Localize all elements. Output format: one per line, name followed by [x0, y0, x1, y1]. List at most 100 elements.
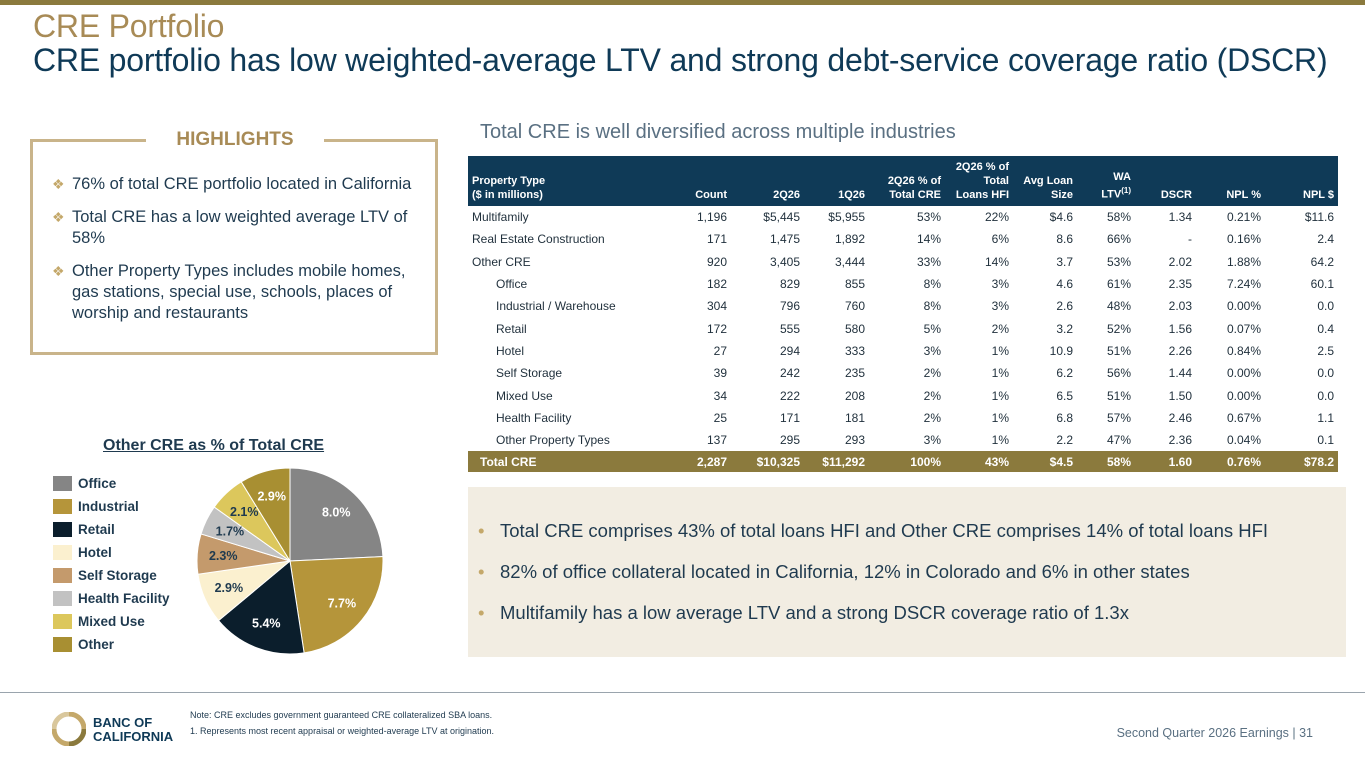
table-cell: 48%: [1106, 299, 1131, 314]
table-cell: $10,325: [731, 451, 804, 473]
table-cell: 0.00%: [1226, 366, 1261, 381]
legend-item: Industrial: [53, 495, 170, 518]
row-label: Other CRE: [472, 254, 531, 269]
table-cell: 51%: [1106, 388, 1131, 403]
table-cell: 1.60: [1135, 451, 1196, 473]
table-cell: 2.02: [1168, 254, 1192, 269]
table-cell: 53%: [916, 210, 941, 225]
table-cell: 760: [844, 299, 865, 314]
table-cell: 1,196: [696, 210, 727, 225]
highlight-item: ❖ 76% of total CRE portfolio located in C…: [52, 175, 412, 193]
pie-slice: [217, 560, 305, 655]
table-cell: 304: [706, 299, 727, 314]
table-row: Mixed Use 34 222 208 2% 1% 6.5 51% 1.50 0.00% 0.0: [468, 384, 1338, 406]
row-label: Self Storage: [496, 366, 563, 381]
table-header-row: Property Type ($ in millions) Count 2Q26 …: [468, 156, 1338, 206]
table-cell: 6%: [991, 232, 1009, 247]
table-cell: 3,444: [834, 254, 865, 269]
table-cell: 66%: [1106, 232, 1131, 247]
table-cell: 1.88%: [1226, 254, 1261, 269]
col-npl-pct: NPL %: [1196, 156, 1265, 206]
table-cell: 208: [844, 388, 865, 403]
table-cell: 1,475: [769, 232, 800, 247]
pie-chart: 8.0%7.7%5.4%2.9%2.3%1.7%2.1%2.9%: [196, 467, 384, 655]
legend-swatch: [53, 522, 72, 537]
col-npl-dollar: NPL $: [1265, 156, 1338, 206]
table-cell: $5,955: [828, 210, 865, 225]
table-cell: 235: [844, 366, 865, 381]
table-cell: 0.4: [1317, 321, 1334, 336]
table-cell: 0.21%: [1226, 210, 1261, 225]
table-row: Industrial / Warehouse 304 796 760 8% 3% 2.6 48…: [468, 295, 1338, 317]
table-cell: 181: [844, 410, 865, 425]
table-cell: 1%: [991, 343, 1009, 358]
table-row: Real Estate Construction 171 1,475 1,892 14%…: [468, 228, 1338, 250]
highlights-list: ❖ 76% of total CRE portfolio located in C…: [52, 174, 430, 336]
table-cell: 51%: [1106, 343, 1131, 358]
legend-label: Industrial: [78, 499, 139, 514]
table-cell: 1%: [991, 388, 1009, 403]
table-cell: 137: [706, 433, 727, 448]
diamond-bullet-icon: ❖: [52, 263, 65, 279]
table-cell: 0.0: [1317, 366, 1334, 381]
pie-data-label: 8.0%: [322, 506, 351, 520]
table-cell: 10.9: [1049, 343, 1073, 358]
legend-swatch: [53, 476, 72, 491]
table-cell: 1%: [991, 410, 1009, 425]
legend-swatch: [53, 591, 72, 606]
legend-item: Self Storage: [53, 564, 170, 587]
bullet-icon: •: [478, 520, 485, 541]
row-label: Hotel: [496, 343, 525, 358]
row-label: Retail: [496, 321, 527, 336]
row-label: Mixed Use: [496, 388, 553, 403]
col-wa-ltv: WA LTV(1): [1077, 156, 1135, 206]
table-cell: 3%: [991, 299, 1009, 314]
table-cell: $5,445: [763, 210, 800, 225]
note-item: • Multifamily has a low average LTV and a…: [478, 602, 1129, 623]
diamond-bullet-icon: ❖: [52, 176, 65, 192]
table-cell: $78.2: [1265, 451, 1338, 473]
table-cell: $11,292: [804, 451, 869, 473]
table-cell: 39: [713, 366, 727, 381]
table-cell: 0.00%: [1226, 299, 1261, 314]
table-cell: 6.5: [1056, 388, 1073, 403]
legend-swatch: [53, 545, 72, 560]
bullet-icon: •: [478, 561, 485, 582]
legend-label: Mixed Use: [78, 614, 145, 629]
table-cell: 7.24%: [1226, 277, 1261, 292]
pie-slice: [240, 467, 291, 563]
pie-slice: [289, 467, 384, 562]
pie-data-label: 2.1%: [230, 505, 259, 519]
table-cell: 2.2: [1056, 433, 1073, 448]
top-accent-bar: [0, 0, 1365, 5]
table-cell: 171: [706, 232, 727, 247]
table-cell: 43%: [945, 451, 1013, 473]
legend-swatch: [53, 614, 72, 629]
table-cell: 58%: [1077, 451, 1135, 473]
table-cell: 171: [779, 410, 800, 425]
table-cell: 920: [706, 254, 727, 269]
table-cell: 52%: [1106, 321, 1131, 336]
legend-label: Other: [78, 637, 115, 652]
legend-label: Office: [78, 476, 117, 491]
footnote: 1. Represents most recent appraisal or w…: [190, 726, 494, 736]
row-label: Health Facility: [496, 410, 572, 425]
table-cell: 182: [706, 277, 727, 292]
table-cell: 3%: [923, 343, 941, 358]
col-count: Count: [673, 156, 731, 206]
table-cell: 295: [779, 433, 800, 448]
table-cell: 1%: [991, 366, 1009, 381]
row-label: Total CRE: [468, 451, 673, 473]
table-cell: 0.00%: [1226, 388, 1261, 403]
note-item: • 82% of office collateral located in Cal…: [478, 561, 1190, 582]
table-cell: 1.56: [1168, 321, 1192, 336]
pie-data-label: 5.4%: [252, 617, 281, 631]
table-cell: 100%: [869, 451, 945, 473]
table-cell: 172: [706, 321, 727, 336]
table-cell: 14%: [984, 254, 1009, 269]
legend-label: Self Storage: [78, 568, 157, 583]
table-cell: 2.5: [1317, 343, 1334, 358]
table-cell: 33%: [916, 254, 941, 269]
table-cell: 6.8: [1056, 410, 1073, 425]
logo-text: BANC OF CALIFORNIA: [93, 715, 174, 744]
